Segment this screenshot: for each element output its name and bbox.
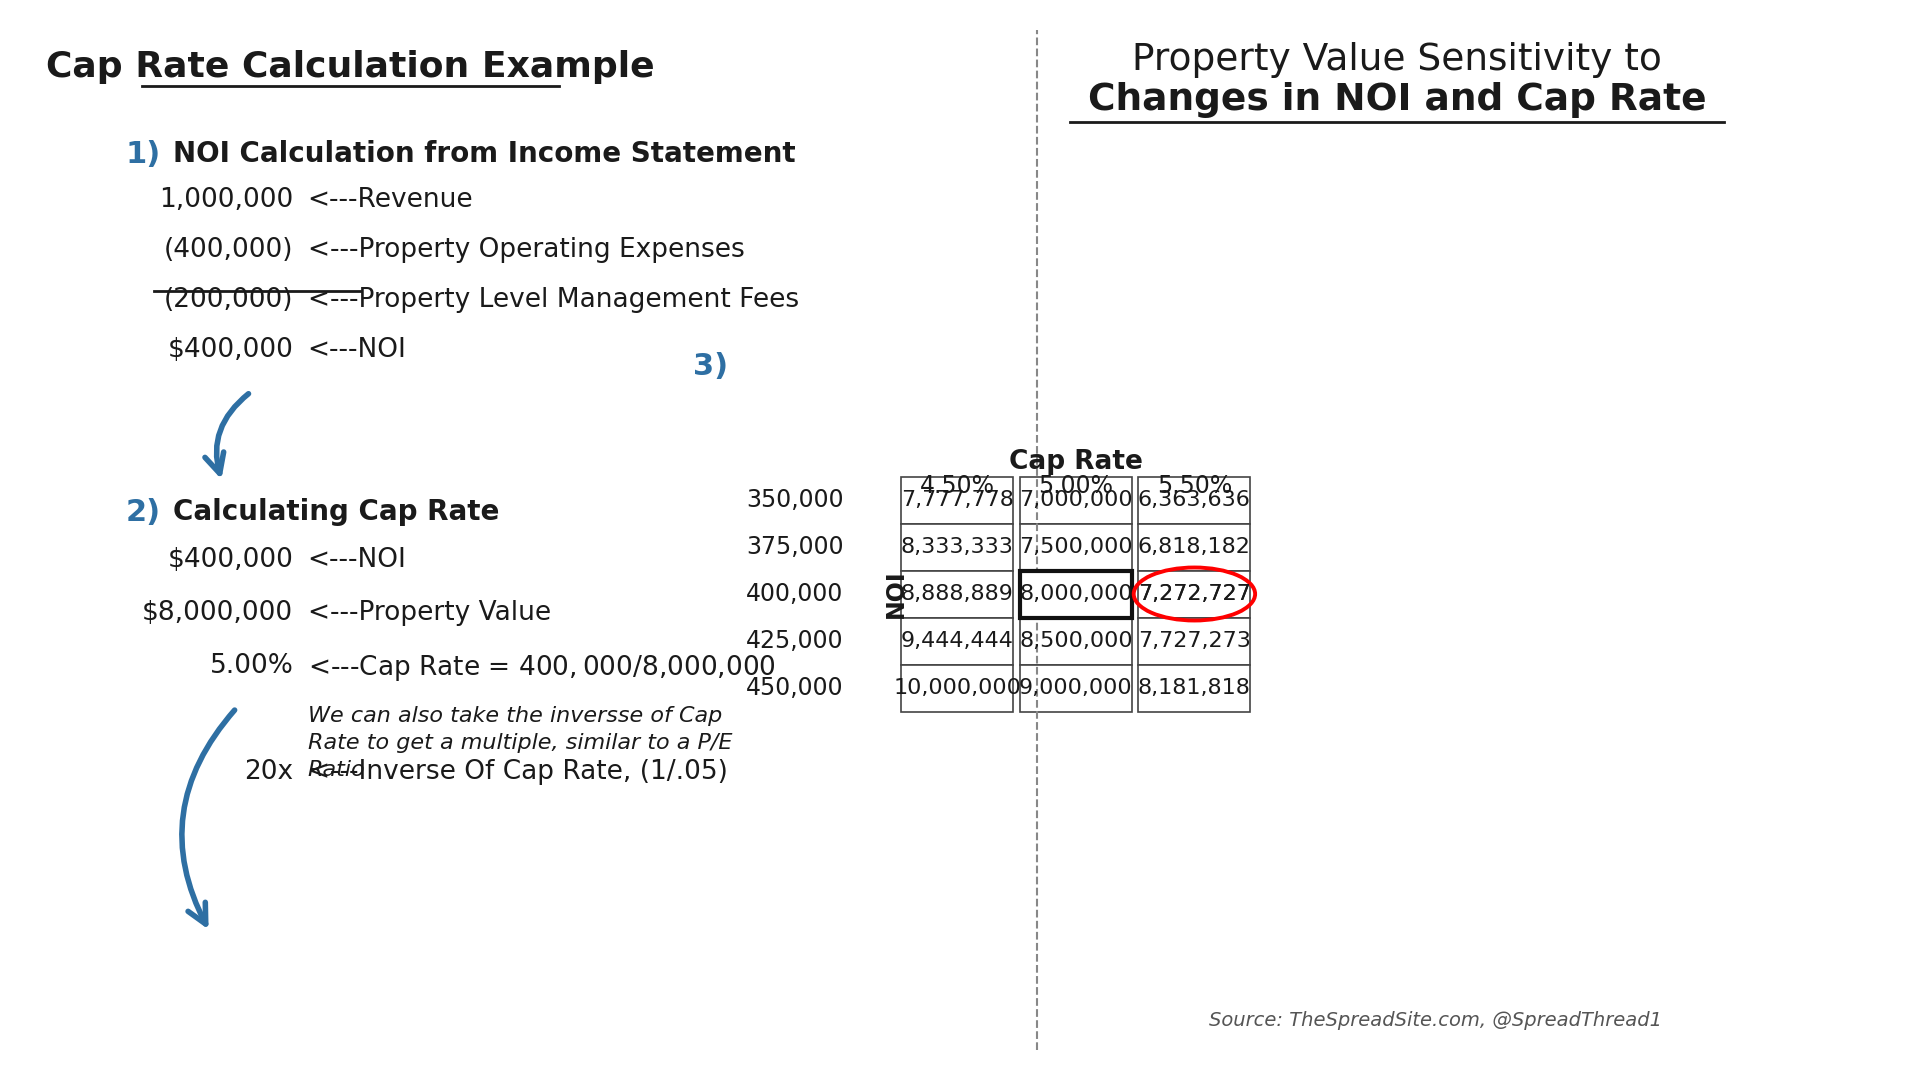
Text: 7,777,778: 7,777,778 — [900, 490, 1014, 510]
Bar — [1139, 664, 1250, 712]
Bar — [1139, 618, 1250, 664]
Text: 7,500,000: 7,500,000 — [1020, 537, 1133, 557]
Text: 10,000,000: 10,000,000 — [893, 678, 1021, 698]
Text: <---NOI: <---NOI — [307, 337, 407, 363]
Text: 9,444,444: 9,444,444 — [900, 631, 1014, 651]
Text: Rate to get a multiple, similar to a P/E: Rate to get a multiple, similar to a P/E — [307, 733, 732, 753]
Text: Cap Rate: Cap Rate — [1008, 449, 1142, 475]
Text: 9,000,000: 9,000,000 — [1020, 678, 1133, 698]
Bar — [1139, 476, 1250, 524]
Text: 6,818,182: 6,818,182 — [1139, 537, 1250, 557]
Text: 7,272,727: 7,272,727 — [1139, 584, 1250, 604]
Text: <---Property Value: <---Property Value — [307, 600, 551, 626]
Text: <---Property Operating Expenses: <---Property Operating Expenses — [307, 237, 745, 264]
Text: 4.50%: 4.50% — [920, 474, 995, 498]
Bar — [1020, 476, 1131, 524]
Text: 5.50%: 5.50% — [1156, 474, 1233, 498]
Text: Ratio: Ratio — [307, 760, 365, 780]
Text: 7,272,727: 7,272,727 — [1139, 584, 1250, 604]
Text: Calculating Cap Rate: Calculating Cap Rate — [173, 498, 499, 526]
Bar — [1020, 570, 1131, 618]
Text: 8,181,818: 8,181,818 — [1139, 678, 1250, 698]
Text: Source: TheSpreadSite.com, @SpreadThread1: Source: TheSpreadSite.com, @SpreadThread… — [1210, 1011, 1661, 1030]
Text: 5.00%: 5.00% — [1039, 474, 1114, 498]
Text: Cap Rate Calculation Example: Cap Rate Calculation Example — [46, 50, 655, 84]
Text: 8,000,000: 8,000,000 — [1020, 584, 1133, 604]
Text: <---Inverse Of Cap Rate, (1/.05): <---Inverse Of Cap Rate, (1/.05) — [307, 759, 728, 785]
Bar — [1139, 524, 1250, 570]
Bar — [900, 618, 1014, 664]
Bar — [1020, 664, 1131, 712]
Text: 8,888,889: 8,888,889 — [900, 584, 1014, 604]
Text: 350,000: 350,000 — [745, 488, 843, 512]
Text: <---Property Level Management Fees: <---Property Level Management Fees — [307, 287, 799, 313]
Text: (400,000): (400,000) — [163, 237, 294, 264]
Text: Changes in NOI and Cap Rate: Changes in NOI and Cap Rate — [1089, 82, 1707, 118]
Bar — [900, 524, 1014, 570]
Text: 20x: 20x — [244, 759, 294, 785]
Text: 8,000,000: 8,000,000 — [1020, 584, 1133, 604]
Bar — [900, 664, 1014, 712]
Text: 6,363,636: 6,363,636 — [1139, 490, 1250, 510]
Text: NOI Calculation from Income Statement: NOI Calculation from Income Statement — [173, 140, 795, 168]
Text: 400,000: 400,000 — [747, 582, 843, 606]
Text: $400,000: $400,000 — [167, 337, 294, 363]
Text: 8,333,333: 8,333,333 — [900, 537, 1014, 557]
Bar — [900, 476, 1014, 524]
Text: 3): 3) — [693, 352, 728, 381]
Text: 375,000: 375,000 — [745, 535, 843, 559]
Text: We can also take the inversse of Cap: We can also take the inversse of Cap — [307, 706, 722, 726]
Text: 8,500,000: 8,500,000 — [1020, 631, 1133, 651]
Text: <---NOI: <---NOI — [307, 546, 407, 573]
Bar — [1020, 524, 1131, 570]
Bar — [900, 570, 1014, 618]
Bar — [1020, 618, 1131, 664]
Text: 5.00%: 5.00% — [209, 653, 294, 679]
Text: $8,000,000: $8,000,000 — [142, 600, 294, 626]
Text: NOI: NOI — [883, 569, 908, 619]
Text: 1,000,000: 1,000,000 — [159, 187, 294, 213]
Text: <---Revenue: <---Revenue — [307, 187, 472, 213]
Bar — [1139, 570, 1250, 618]
Text: $400,000: $400,000 — [167, 546, 294, 573]
Text: 2): 2) — [125, 498, 161, 527]
Text: 1): 1) — [125, 140, 161, 168]
Text: 425,000: 425,000 — [745, 629, 843, 653]
Text: <---Cap Rate = $400,000 / $8,000,000: <---Cap Rate = $400,000 / $8,000,000 — [307, 653, 776, 683]
Bar — [1020, 570, 1131, 618]
Text: 7,727,273: 7,727,273 — [1139, 631, 1250, 651]
Text: 450,000: 450,000 — [745, 676, 843, 700]
Text: (200,000): (200,000) — [163, 287, 294, 313]
Text: 7,000,000: 7,000,000 — [1020, 490, 1133, 510]
Text: Property Value Sensitivity to: Property Value Sensitivity to — [1133, 42, 1663, 78]
